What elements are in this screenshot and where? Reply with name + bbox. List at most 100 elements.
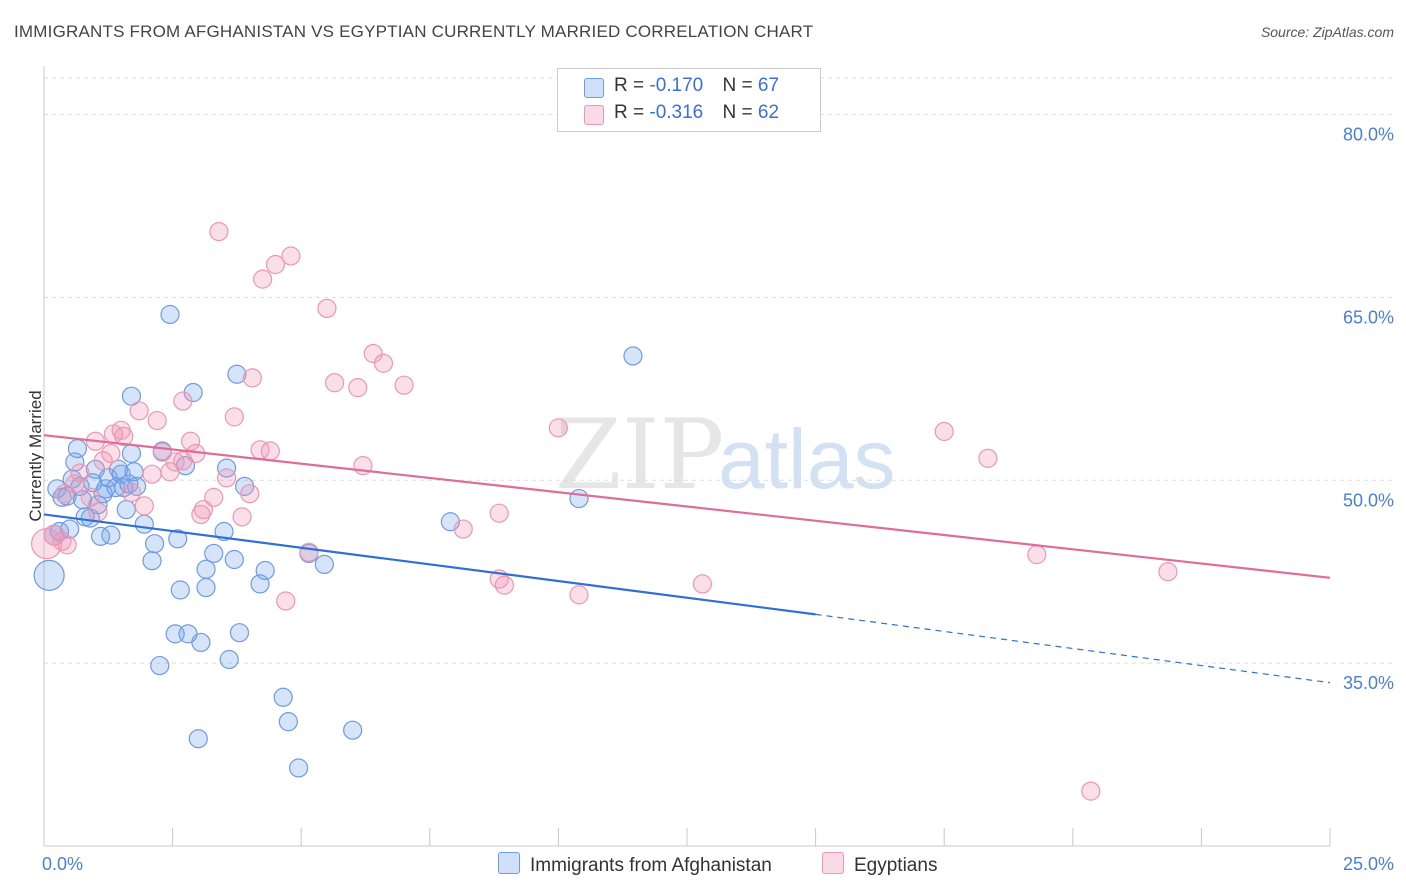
- afghanistan-point: [204, 543, 224, 564]
- pink-swatch-icon: [584, 105, 604, 125]
- afghanistan-point: [121, 443, 142, 464]
- afghanistan-point: [569, 488, 589, 509]
- egyptian-point: [1081, 781, 1101, 801]
- egyptian-point: [142, 464, 162, 484]
- afghanistan-point: [60, 519, 80, 539]
- n-label: N =: [722, 102, 758, 123]
- afghanistan-point: [126, 476, 147, 496]
- egyptian-point: [240, 484, 260, 504]
- legend-row-egyptians: R = -0.316 N = 62: [584, 102, 779, 125]
- afghanistan-point: [188, 729, 208, 749]
- egyptian-point: [114, 426, 134, 446]
- egyptian-point: [217, 468, 237, 488]
- egyptian-point: [52, 531, 72, 551]
- egyptian-point: [453, 519, 473, 539]
- afghanistan-point: [196, 559, 216, 579]
- egyptian-point: [569, 585, 589, 605]
- egyptian-point: [129, 401, 149, 421]
- legend-item-afghanistan[interactable]: Immigrants from Afghanistan: [498, 852, 772, 877]
- afghanistan-point: [134, 514, 154, 534]
- afghanistan-point: [150, 655, 170, 676]
- r-label: R =: [614, 102, 650, 123]
- egyptian-point: [160, 462, 180, 482]
- afghanistan-point: [217, 458, 237, 478]
- afghanistan-point: [214, 521, 234, 542]
- egyptian-point: [325, 373, 345, 393]
- egyptian-point: [276, 591, 296, 611]
- egyptian-point: [260, 441, 280, 461]
- watermark-zip: ZIP: [555, 399, 724, 511]
- egyptian-point: [299, 542, 319, 562]
- n-value: 67: [757, 75, 780, 96]
- y-tick-label: 65.0%: [1343, 307, 1394, 327]
- afghanistan-point: [101, 525, 121, 545]
- egyptian-point: [242, 368, 262, 388]
- egyptian-point: [253, 269, 273, 289]
- source-credit: Source: ZipAtlas.com: [1260, 24, 1394, 40]
- x-tick-label: 0.0%: [42, 854, 83, 874]
- egyptian-trend-line: [43, 434, 1331, 579]
- egyptian-point: [209, 222, 229, 242]
- afghanistan-point: [273, 687, 293, 707]
- afghanistan-point: [90, 526, 111, 546]
- egyptian-point: [1158, 562, 1178, 582]
- y-tick-label: 50.0%: [1343, 490, 1394, 510]
- r-value: -0.170: [649, 75, 704, 96]
- egyptian-point: [181, 431, 201, 451]
- afghanistan-point: [33, 559, 65, 591]
- egyptian-point: [101, 443, 121, 464]
- egyptian-point: [317, 298, 337, 318]
- correlation-legend: R = -0.170 N = 67 R = -0.316 N = 62: [557, 68, 821, 132]
- y-tick-label: 35.0%: [1343, 673, 1394, 693]
- egyptian-point: [265, 254, 286, 275]
- egyptian-point: [173, 391, 193, 411]
- afghanistan-point: [227, 364, 247, 384]
- legend-item-egyptians[interactable]: Egyptians: [822, 852, 937, 877]
- afghanistan-point: [255, 560, 275, 581]
- pink-swatch-icon: [822, 852, 844, 874]
- afghanistan-trend-line: [43, 513, 816, 616]
- afghanistan-point: [289, 758, 309, 778]
- afghanistan-point: [196, 577, 216, 598]
- r-label: R =: [614, 75, 650, 96]
- egyptian-point: [394, 375, 414, 395]
- y-tick-label: 80.0%: [1343, 125, 1394, 145]
- afghanistan-point: [160, 304, 180, 325]
- watermark-atlas: atlas: [718, 412, 895, 506]
- egyptian-point: [978, 448, 998, 468]
- legend-label-afghanistan: Immigrants from Afghanistan: [530, 855, 772, 876]
- egyptian-point: [88, 502, 108, 522]
- egyptian-point: [1027, 545, 1047, 565]
- egyptian-point: [65, 474, 85, 494]
- legend-label-egyptians: Egyptians: [854, 855, 938, 876]
- egyptian-point: [494, 575, 514, 595]
- egyptian-point: [204, 487, 224, 507]
- afghanistan-point: [219, 649, 239, 670]
- legend-row-afghanistan: R = -0.170 N = 67: [584, 75, 780, 98]
- afghanistan-point: [224, 549, 244, 570]
- blue-swatch-icon: [498, 852, 520, 874]
- egyptian-point: [147, 410, 167, 431]
- egyptian-point: [57, 535, 77, 555]
- egyptian-point: [224, 407, 244, 427]
- x-tick-label: 25.0%: [1343, 854, 1394, 874]
- egyptian-point: [134, 496, 154, 516]
- afghanistan-point: [170, 580, 190, 600]
- afghanistan-point: [191, 632, 211, 653]
- egyptian-point: [934, 421, 954, 442]
- egyptian-point: [121, 482, 142, 503]
- afghanistan-point: [278, 712, 298, 732]
- egyptian-point: [373, 353, 394, 373]
- egyptian-point: [548, 418, 569, 438]
- egyptian-point: [54, 484, 75, 504]
- afghanistan-point: [144, 534, 165, 554]
- afghanistan-point: [142, 551, 162, 571]
- afghanistan-point: [116, 499, 136, 520]
- afghanistan-point: [623, 346, 643, 366]
- afghanistan-point: [343, 720, 363, 740]
- blue-swatch-icon: [584, 78, 604, 98]
- afghanistan-point: [168, 529, 188, 549]
- egyptian-point: [692, 574, 713, 594]
- egyptian-point: [348, 378, 368, 398]
